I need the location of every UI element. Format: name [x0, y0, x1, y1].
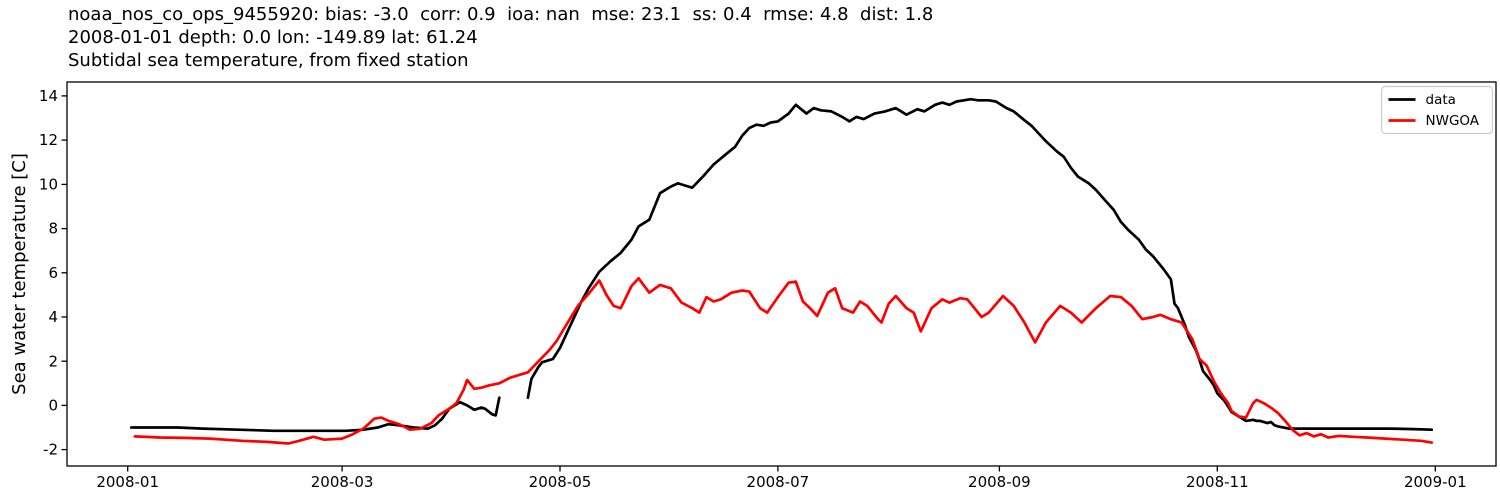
y-tick-label: 0 — [48, 397, 58, 415]
y-tick-label: 10 — [39, 176, 58, 194]
title-line-description: Subtidal sea temperature, from fixed sta… — [68, 50, 469, 71]
y-tick-label: 8 — [48, 220, 58, 238]
y-tick-label: 12 — [39, 131, 58, 149]
plot-border — [66, 81, 1497, 467]
x-tick-label: 2008-01 — [96, 473, 159, 491]
legend-label-nwgoa: NWGOA — [1426, 113, 1480, 129]
x-tick-label: 2008-05 — [529, 473, 592, 491]
y-tick-label: 2 — [48, 352, 58, 370]
series-line-data — [129, 97, 1434, 433]
x-tick-label: 2008-09 — [968, 473, 1031, 491]
x-tick-label: 2009-01 — [1404, 473, 1467, 491]
title-line-position: 2008-01-01 depth: 0.0 lon: -149.89 lat: … — [68, 27, 478, 48]
y-tick-label: 6 — [48, 264, 58, 282]
y-tick-label: -2 — [43, 441, 58, 459]
title-line-stats: noaa_nos_co_ops_9455920: bias: -3.0 corr… — [68, 4, 934, 25]
x-tick-label: 2008-03 — [311, 473, 374, 491]
series-line-nwgoa — [133, 276, 1434, 445]
y-tick-label: 4 — [48, 308, 58, 326]
legend: data NWGOA — [1380, 85, 1494, 135]
y-axis-label: Sea water temperature [C] — [9, 153, 30, 395]
legend-label-data: data — [1426, 92, 1456, 108]
x-tick-label: 2008-11 — [1186, 473, 1249, 491]
y-tick-label: 14 — [39, 87, 58, 105]
x-tick-label: 2008-07 — [747, 473, 810, 491]
